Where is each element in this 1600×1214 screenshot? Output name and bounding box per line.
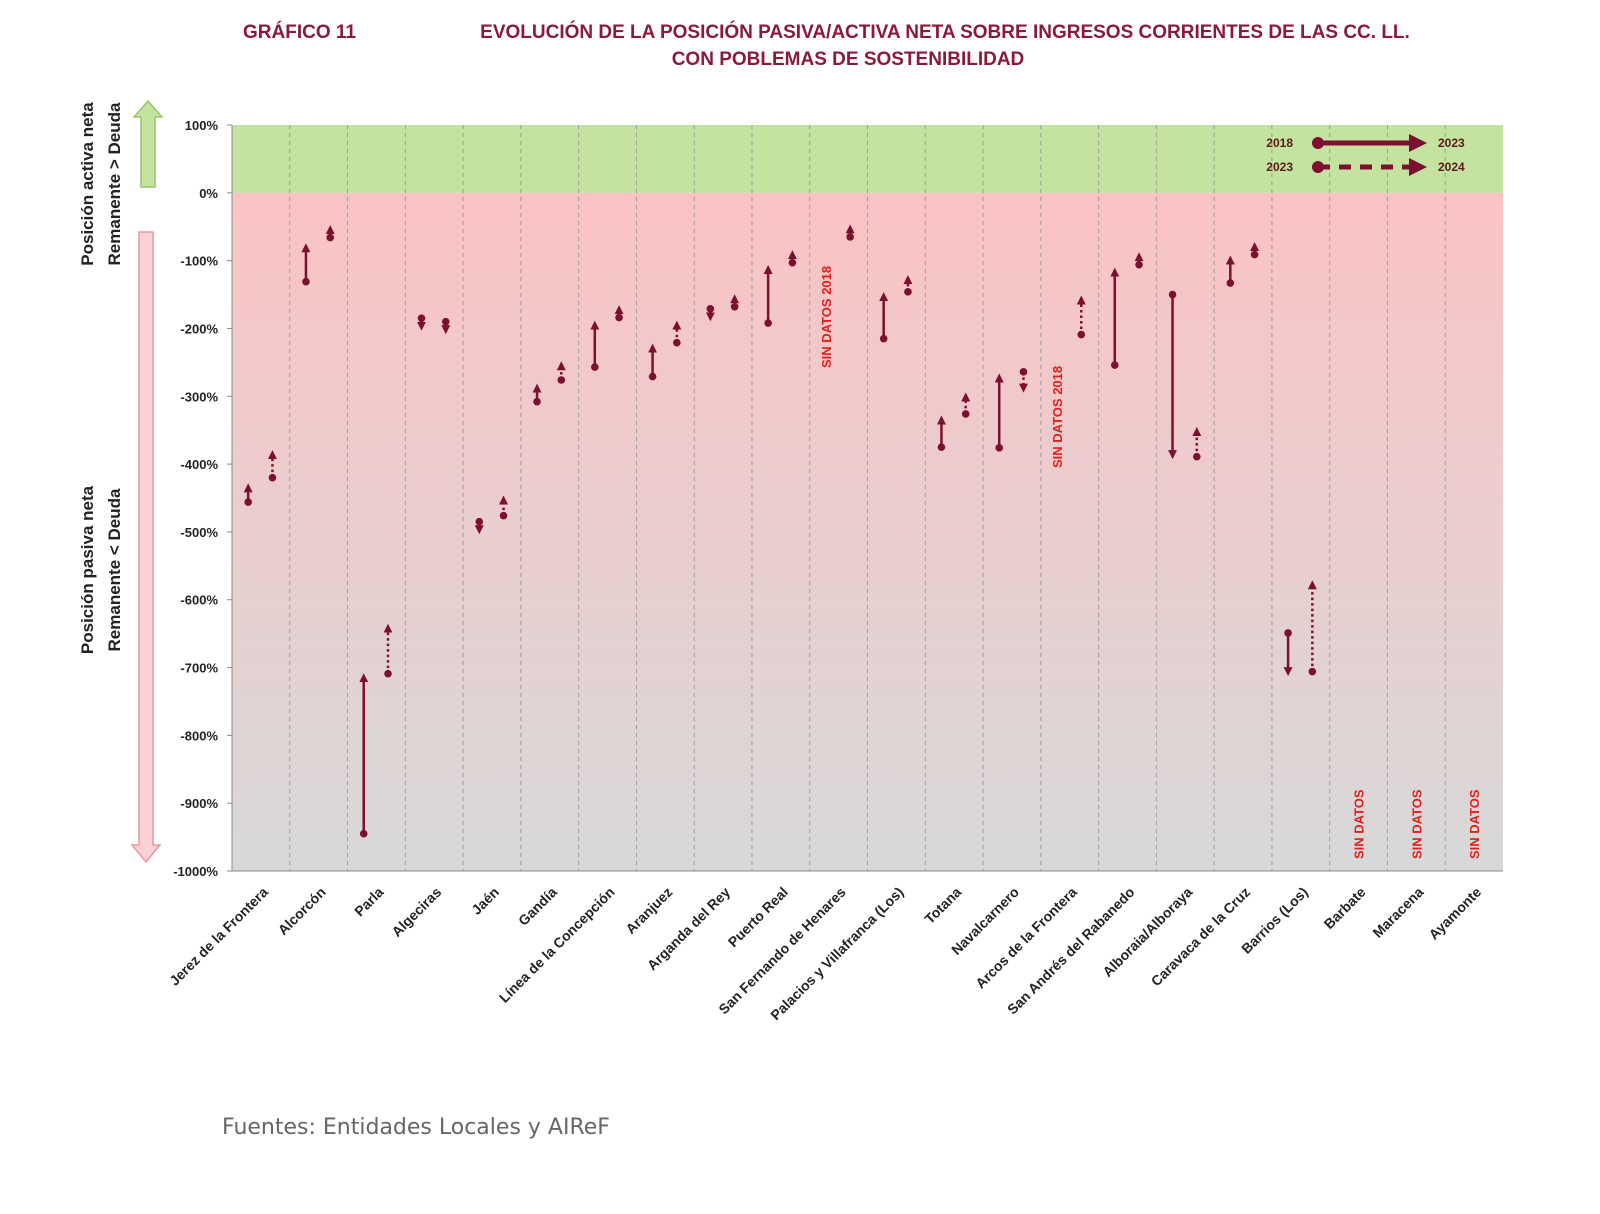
y-tick-label: -200%	[180, 321, 218, 336]
x-category-label: Arcos de la Frontera	[972, 884, 1080, 992]
x-category-label: Línea de la Concepción	[496, 884, 618, 1006]
x-category-label: Caravaca de la Cruz	[1148, 884, 1253, 989]
arrow-start-point	[557, 376, 566, 384]
x-category-label: Jaén	[468, 884, 502, 918]
y-tick-label: -100%	[180, 254, 218, 269]
chart-title-line2: CON POBLEMAS DE SOSTENIBILIDAD	[672, 49, 1025, 70]
arrow-start-point	[1077, 330, 1086, 339]
y-tick-label: -300%	[180, 389, 218, 404]
side-arrows	[130, 99, 164, 864]
y-tick-label: -700%	[180, 661, 218, 676]
up-arrow-icon	[132, 99, 164, 188]
no-data-2018-label: SIN DATOS 2018	[819, 266, 834, 368]
x-category-label: Gandía	[515, 884, 560, 929]
x-category-label: Aranjuez	[622, 884, 675, 937]
y-tick-label: -800%	[180, 728, 218, 743]
legend-dotted-to: 2024	[1438, 160, 1465, 174]
y-tick-label: -900%	[180, 796, 218, 811]
x-category-label: Jerez de la Frontera	[166, 884, 271, 989]
arrow-start-point	[730, 302, 739, 311]
x-category-label: Alcorcón	[275, 884, 329, 938]
no-data-label: SIN DATOS	[1409, 789, 1424, 859]
x-category-label: Totana	[921, 884, 964, 927]
down-arrow-icon	[130, 231, 162, 864]
arrow-start-point	[995, 444, 1004, 452]
arrow-start-point	[904, 288, 912, 296]
x-category-label: Algeciras	[388, 884, 444, 940]
y-tick-label: 0%	[199, 186, 218, 201]
no-data-2018-label: SIN DATOS 2018	[1050, 366, 1065, 468]
y-tick-label: 100%	[185, 118, 219, 133]
no-data-label: SIN DATOS	[1467, 789, 1482, 859]
x-category-label: Maracena	[1369, 884, 1426, 941]
x-category-label: Parla	[351, 884, 387, 920]
source-note: Fuentes: Entidades Locales y AIReF	[222, 1115, 610, 1140]
ylabel-top-2: Remanente > Deuda	[105, 102, 124, 266]
x-category-label: Barbate	[1321, 884, 1369, 932]
legend: 2018 2023 2023 2024	[1266, 134, 1465, 176]
ylabel-bottom-1: Posición pasiva neta	[78, 485, 97, 654]
chart-title: EVOLUCIÓN DE LA POSICIÓN PASIVA/ACTIVA N…	[480, 21, 1410, 43]
x-category-label: Ayamonte	[1425, 884, 1484, 943]
y-tick-label: -500%	[180, 525, 218, 540]
y-tick-label: -600%	[180, 593, 218, 608]
legend-solid-from: 2018	[1266, 136, 1293, 150]
arrow-start-point	[302, 277, 310, 286]
y-tick-label: -400%	[180, 457, 218, 472]
y-tick-label: -1000%	[173, 864, 218, 879]
no-data-label: SIN DATOS	[1352, 789, 1367, 859]
ylabel-bottom-2: Remanente < Deuda	[105, 488, 124, 652]
legend-solid-to: 2023	[1438, 136, 1465, 150]
ylabel-top-1: Posición activa neta	[78, 102, 97, 266]
legend-dotted-from: 2023	[1266, 160, 1293, 174]
arrow-start-point	[764, 319, 772, 327]
chart-title-label: GRÁFICO 11	[243, 21, 356, 43]
